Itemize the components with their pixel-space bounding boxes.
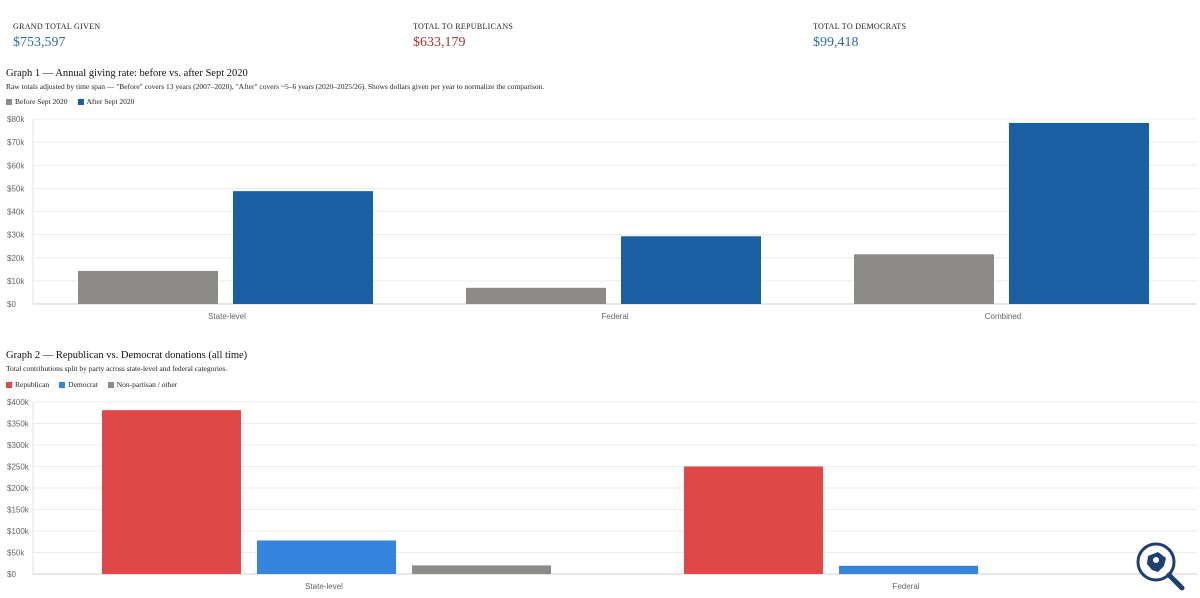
x-tick-label: Combined — [985, 312, 1021, 321]
stat-label: TOTAL TO REPUBLICANS — [413, 22, 514, 31]
y-tick-label: $60k — [7, 161, 25, 170]
stat-value: $753,597 — [13, 35, 66, 50]
y-tick-label: $250k — [7, 463, 30, 472]
graph2-subtitle: Total contributions split by party acros… — [6, 364, 228, 373]
legend-label: After Sept 2020 — [86, 97, 135, 106]
y-tick-label: $200k — [7, 484, 30, 493]
y-tick-label: $300k — [7, 441, 30, 450]
y-tick-label: $30k — [7, 231, 25, 240]
graph2-legend: Republican Democrat Non-partisan / other — [6, 380, 177, 389]
y-tick-label: $0 — [7, 300, 16, 309]
legend-label: Before Sept 2020 — [15, 97, 68, 106]
y-tick-label: $80k — [7, 115, 25, 124]
y-tick-label: $50k — [7, 549, 25, 558]
summary-stats: GRAND TOTAL GIVEN $753,597 TOTAL TO REPU… — [0, 0, 1200, 60]
legend-item-republican[interactable]: Republican — [6, 380, 49, 389]
y-tick-label: $400k — [7, 398, 30, 407]
legend-label: Republican — [15, 380, 50, 389]
legend-label: Democrat — [68, 380, 98, 389]
bar-before-sept-2020-combined[interactable] — [854, 254, 994, 304]
bar-before-sept-2020-federal[interactable] — [466, 287, 606, 304]
legend-item-after[interactable]: After Sept 2020 — [77, 97, 135, 106]
stat-value: $633,179 — [413, 35, 466, 50]
y-tick-label: $100k — [7, 527, 30, 536]
bar-non-partisan-other-state-level[interactable] — [412, 565, 551, 574]
stat-value: $99,418 — [813, 35, 859, 50]
x-tick-label: Federal — [601, 312, 628, 321]
stat-label: TOTAL TO DEMOCRATS — [813, 22, 907, 31]
bar-after-sept-2020-federal[interactable] — [621, 236, 761, 304]
legend-item-democrat[interactable]: Democrat — [59, 380, 98, 389]
bar-before-sept-2020-state-level[interactable] — [78, 270, 218, 304]
y-tick-label: $350k — [7, 420, 30, 429]
graph2-title: Graph 2 — Republican vs. Democrat donati… — [6, 350, 248, 361]
y-tick-label: $10k — [7, 277, 25, 286]
legend-swatch — [6, 381, 12, 388]
y-tick-label: $40k — [7, 208, 25, 217]
y-tick-label: $20k — [7, 254, 25, 263]
legend-item-nonpartisan[interactable]: Non-partisan / other — [107, 380, 178, 389]
y-tick-label: $70k — [7, 138, 25, 147]
bar-after-sept-2020-state-level[interactable] — [233, 191, 373, 304]
graph1-chart: $0 $10k $20k $30k $40k $50k $60k $70k $80k State-… — [7, 115, 1197, 321]
magnifier-state-badge-icon[interactable] — [1134, 540, 1186, 592]
graph1-subtitle: Raw totals adjusted by time span — "Befo… — [6, 82, 545, 91]
legend-swatch — [6, 98, 12, 105]
bar-democrat-state-level[interactable] — [257, 540, 396, 574]
stat-total-democrats: TOTAL TO DEMOCRATS $99,418 — [813, 22, 906, 51]
legend-swatch — [77, 98, 84, 105]
y-tick-label: $50k — [7, 184, 25, 193]
graph1-title: Graph 1 — Annual giving rate: before vs.… — [6, 68, 248, 79]
x-tick-label: State-level — [208, 312, 246, 321]
legend-swatch — [59, 381, 66, 388]
y-tick-label: $0 — [7, 570, 16, 579]
graph1-legend: Before Sept 2020 After Sept 2020 — [6, 97, 134, 106]
graph2-chart: $0 $50k $100k $150k $200k $250k $300k $350k $400… — [7, 398, 1197, 591]
stat-total-republicans: TOTAL TO REPUBLICANS $633,179 — [413, 22, 513, 51]
stat-grand-total: GRAND TOTAL GIVEN $753,597 — [13, 22, 100, 51]
bar-republican-federal[interactable] — [684, 466, 823, 575]
bar-after-sept-2020-combined[interactable] — [1009, 122, 1149, 305]
bar-democrat-federal[interactable] — [839, 565, 978, 574]
y-tick-label: $150k — [7, 506, 30, 515]
legend-item-before[interactable]: Before Sept 2020 — [6, 97, 68, 106]
stat-label: GRAND TOTAL GIVEN — [13, 22, 101, 31]
legend-label: Non-partisan / other — [116, 380, 178, 389]
bar-republican-state-level[interactable] — [102, 410, 241, 574]
x-tick-label: Federal — [892, 582, 919, 591]
legend-swatch — [107, 381, 114, 388]
x-tick-label: State-level — [305, 582, 343, 591]
